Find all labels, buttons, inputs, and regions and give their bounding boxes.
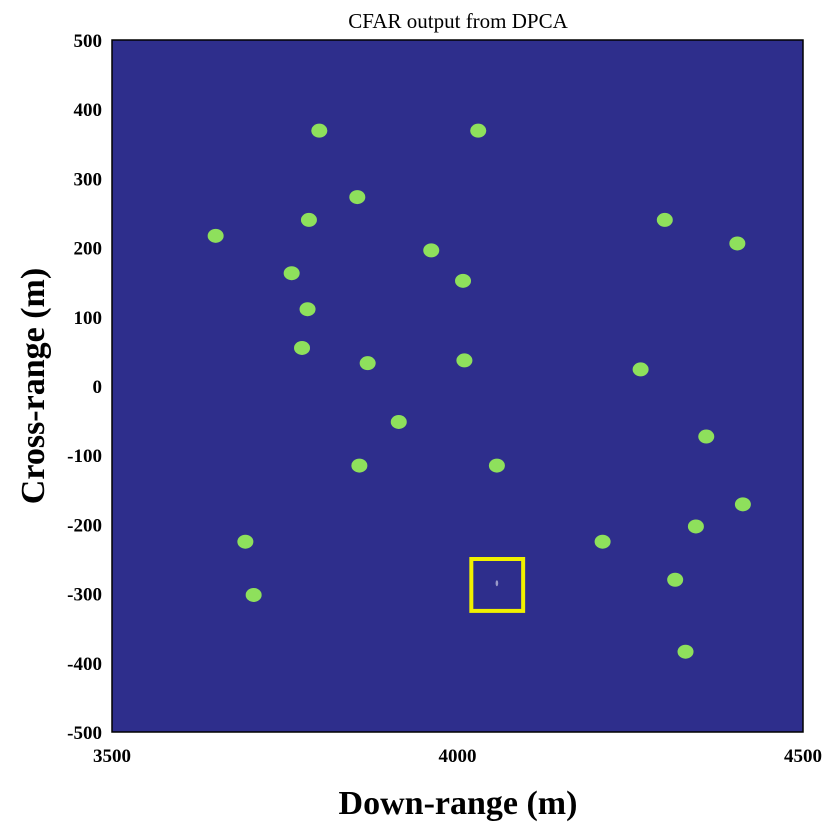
- data-point-10: [283, 266, 300, 281]
- x-tick-label: 4000: [439, 746, 477, 767]
- faint-target-point: [495, 580, 499, 587]
- data-point-7: [729, 236, 746, 251]
- data-point-17: [698, 429, 715, 444]
- data-point-24: [667, 572, 684, 587]
- y-tick-label: -200: [67, 515, 102, 536]
- x-axis-label: Down-range (m): [339, 785, 578, 822]
- data-point-6: [207, 228, 224, 243]
- data-point-8: [423, 243, 440, 258]
- data-point-3: [349, 190, 366, 205]
- data-point-25: [245, 587, 262, 602]
- y-axis-label: Cross-range (m): [15, 268, 52, 504]
- data-point-20: [734, 497, 751, 512]
- x-axis-ticks: 3500 4000 4500: [93, 746, 822, 767]
- data-point-21: [687, 519, 704, 534]
- data-point-22: [237, 534, 254, 549]
- y-tick-label: 200: [74, 239, 103, 260]
- data-point-1: [311, 123, 328, 138]
- data-point-13: [359, 356, 376, 371]
- plot-area: [112, 40, 803, 732]
- data-point-15: [632, 362, 649, 377]
- y-tick-label: 400: [74, 100, 103, 121]
- y-tick-label: 500: [74, 31, 103, 52]
- highlight-box: [469, 557, 526, 613]
- y-tick-label: 300: [74, 169, 103, 190]
- y-tick-label: -400: [67, 654, 102, 675]
- data-point-4: [300, 212, 317, 227]
- x-tick-label: 3500: [93, 746, 131, 767]
- data-points: [207, 123, 751, 659]
- data-point-16: [390, 414, 407, 429]
- y-tick-label: -500: [67, 723, 102, 744]
- data-point-14: [456, 353, 473, 368]
- data-point-19: [488, 458, 505, 473]
- data-point-9: [455, 273, 472, 288]
- y-axis-ticks: -500 -400 -300 -200 -100 0 100 200 300 400 500: [67, 31, 102, 744]
- highlight-layer: [469, 557, 526, 613]
- chart-title: CFAR output from DPCA: [348, 9, 568, 33]
- y-tick-label: -100: [67, 446, 102, 467]
- y-tick-label: 100: [74, 308, 103, 329]
- data-point-5: [656, 212, 673, 227]
- data-point-18: [351, 458, 368, 473]
- data-point-11: [299, 302, 316, 317]
- y-tick-label: 0: [93, 377, 103, 398]
- data-point-26: [677, 644, 694, 659]
- plot-frame: [111, 39, 804, 733]
- x-tick-label: 4500: [784, 746, 822, 767]
- y-tick-label: -300: [67, 585, 102, 606]
- data-point-23: [594, 534, 611, 549]
- data-point-12: [294, 340, 311, 355]
- data-point-2: [470, 123, 487, 138]
